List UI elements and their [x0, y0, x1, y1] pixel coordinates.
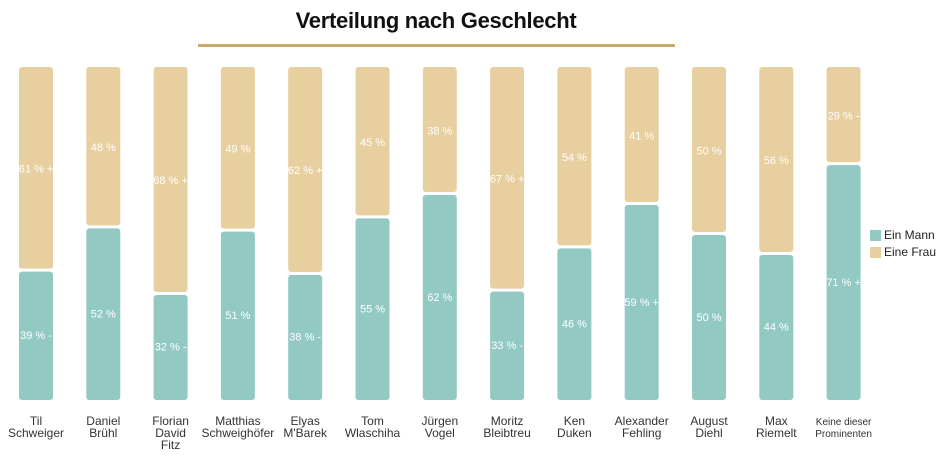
data-label-eine-frau-9: 41 % — [629, 130, 654, 142]
data-label-eine-frau-10: 50 % — [696, 145, 721, 157]
bar-ein-mann-5 — [355, 218, 390, 400]
legend-swatch-ein-mann — [870, 230, 881, 241]
bar-eine-frau-12 — [826, 67, 861, 163]
data-label-eine-frau-12: 29 % - — [828, 110, 860, 122]
title-underline — [198, 44, 675, 47]
legend-swatch-eine-frau — [870, 247, 881, 258]
data-label-ein-mann-6: 62 % — [427, 292, 452, 304]
legend-label-eine-frau: Eine Frau — [884, 245, 937, 259]
data-label-ein-mann-7: 33 % - — [491, 340, 523, 352]
category-label-12: Keine dieser Prominenten — [815, 417, 872, 440]
bar-ein-mann-10 — [692, 235, 726, 400]
data-label-eine-frau-4: 62 % + — [288, 165, 323, 177]
data-label-ein-mann-2: 32 % - — [155, 342, 187, 354]
bar-ein-mann-1 — [86, 228, 121, 400]
category-label-3: Matthias Schweighöfer — [202, 414, 275, 440]
category-label-1: Daniel Brühl — [86, 414, 120, 440]
data-label-eine-frau-8: 54 % — [562, 152, 587, 164]
bar-eine-frau-2 — [153, 67, 188, 292]
bar-ein-mann-9 — [624, 205, 659, 400]
bar-ein-mann-2 — [153, 294, 188, 400]
bar-ein-mann-7 — [490, 291, 525, 400]
category-label-9: Alexander Fehling — [615, 414, 669, 440]
chart-title: Verteilung nach Geschlecht — [295, 8, 577, 33]
bar-ein-mann-8 — [557, 248, 592, 400]
data-label-ein-mann-5: 55 % — [360, 303, 385, 315]
bar-eine-frau-3 — [220, 67, 255, 229]
bar-eine-frau-8 — [557, 67, 592, 246]
data-label-eine-frau-11: 56 % — [764, 155, 789, 167]
bar-ein-mann-11 — [759, 254, 794, 400]
bar-ein-mann-4 — [288, 274, 323, 400]
data-label-eine-frau-6: 38 % — [427, 125, 452, 137]
bar-eine-frau-10 — [692, 67, 726, 232]
category-label-7: Moritz Bleibtreu — [483, 414, 530, 440]
data-label-ein-mann-12: 71 % + — [826, 277, 861, 289]
data-label-ein-mann-9: 59 % + — [624, 297, 659, 309]
bar-eine-frau-0 — [19, 67, 53, 269]
category-label-5: Tom Wlaschiha — [345, 414, 401, 440]
data-label-eine-frau-3: 49 % — [225, 144, 250, 156]
legend-label-ein-mann: Ein Mann — [884, 228, 935, 242]
bar-eine-frau-7 — [490, 67, 525, 289]
category-label-11: Max Riemelt — [756, 414, 797, 440]
category-label-4: Elyas M'Barek — [283, 414, 328, 440]
bar-eine-frau-1 — [86, 67, 121, 226]
category-label-2: Florian David Fitz — [152, 414, 189, 452]
data-label-ein-mann-3: 51 % — [225, 310, 250, 322]
bar-eine-frau-9 — [624, 67, 659, 203]
bar-eine-frau-5 — [355, 67, 390, 216]
data-label-eine-frau-5: 45 % — [360, 137, 385, 149]
bar-eine-frau-4 — [288, 67, 323, 272]
data-label-eine-frau-2: 68 % + — [153, 175, 188, 187]
category-label-8: Ken Duken — [557, 414, 592, 440]
bar-ein-mann-0 — [19, 271, 53, 400]
data-label-ein-mann-4: 38 % - — [289, 332, 321, 344]
category-label-6: Jürgen Vogel — [421, 414, 458, 440]
data-label-ein-mann-8: 46 % — [562, 318, 587, 330]
bar-ein-mann-6 — [422, 195, 457, 400]
bar-ein-mann-3 — [220, 231, 255, 400]
data-label-eine-frau-0: 61 % + — [19, 164, 54, 176]
data-label-ein-mann-11: 44 % — [764, 322, 789, 334]
data-label-ein-mann-10: 50 % — [696, 312, 721, 324]
data-label-eine-frau-1: 48 % — [91, 142, 116, 154]
bar-ein-mann-12 — [826, 165, 861, 400]
data-label-ein-mann-0: 39 % - — [20, 330, 52, 342]
bar-eine-frau-6 — [422, 67, 457, 193]
category-label-10: August Diehl — [690, 414, 728, 440]
category-label-0: Til Schweiger — [8, 414, 64, 440]
bar-eine-frau-11 — [759, 67, 794, 252]
data-label-ein-mann-1: 52 % — [91, 308, 116, 320]
data-label-eine-frau-7: 67 % + — [490, 174, 525, 186]
